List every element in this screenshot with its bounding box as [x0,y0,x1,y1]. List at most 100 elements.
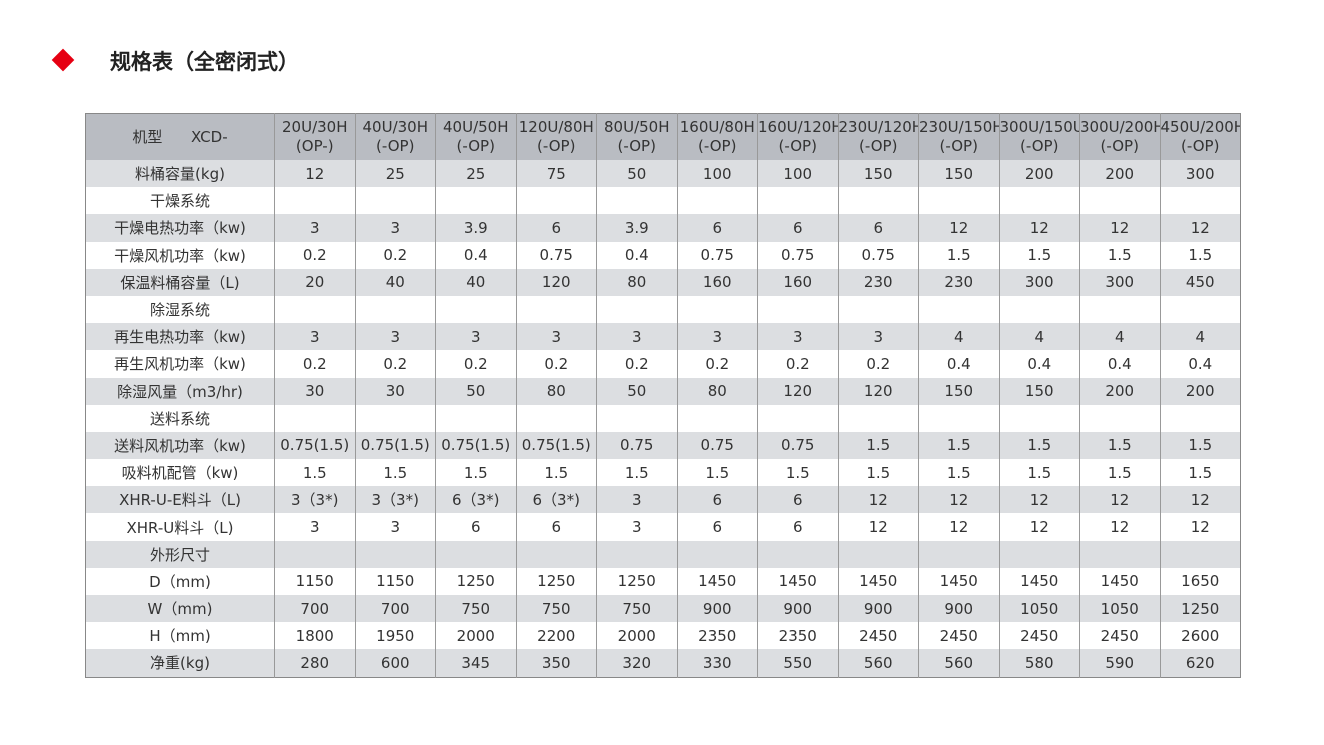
value-text: 0.75(1.5) [441,436,511,455]
value-text: 12 [1190,490,1210,509]
model: 120U/80H [518,118,594,136]
value-cell: 450 [1159,268,1241,296]
value-text: 0.2 [785,354,810,373]
value-cell: 1150 [274,567,355,595]
value-cell: 580 [998,649,1080,678]
value-text: 12 [305,164,325,183]
value-text: 750 [541,599,571,618]
value-text: 750 [461,599,491,618]
value-text: 1450 [859,572,898,591]
value-cell: 25 [435,160,516,188]
value-text: 620 [1185,653,1215,672]
value-text: 120 [783,382,813,401]
value-cell [918,187,999,215]
value-cell: 1.5 [757,459,838,487]
value-text: 3.9 [624,218,649,237]
value-cell [354,187,436,215]
value-cell: 0.75 [515,241,597,269]
value-cell: 0.2 [757,350,838,378]
value-cell: 0.4 [435,241,516,269]
value-text: 4 [953,327,964,346]
value-text: 1.5 [624,463,649,482]
value-cell: 1.5 [274,459,355,487]
value-cell: 3 [354,323,436,351]
value-text: 320 [622,653,652,672]
value-text: 0.2 [705,354,730,373]
value-text: 4 [1034,327,1045,346]
value-cell: 0.2 [676,350,758,378]
suffix: (-OP) [376,137,415,155]
value-text: 25 [466,164,486,183]
value-text: 1050 [1100,599,1139,618]
value-text: 900 [783,599,813,618]
value-text: 3 [390,218,401,237]
value-text: 12 [1029,490,1049,509]
value-cell [676,540,758,568]
value-text: 0.2 [383,246,408,265]
value-cell: 0.2 [274,350,355,378]
data-row: 净重(kg) 280 600 345 350 320 330 550 560 560 580 590 6… [85,649,1241,678]
row-label: 送料风机功率（kw) [85,431,275,460]
value-cell: 12 [1079,513,1160,541]
value-cell: 6（3*) [435,486,516,514]
value-cell [918,404,999,432]
label-text: 净重(kg) [150,654,210,673]
value-text: 1.5 [463,463,488,482]
value-cell: 1050 [998,595,1080,623]
value-text: 1.5 [1027,436,1052,455]
value-cell [596,295,677,324]
row-label: XHR-U料斗（L) [86,513,275,540]
row-label: 干燥系统 [86,187,275,214]
value-text: 560 [863,653,893,672]
value-cell: 12 [1159,214,1241,242]
value-text: 20 [305,273,325,292]
value-cell: 25 [354,160,436,188]
value-cell: 150 [998,377,1080,405]
value-cell: 3 [757,323,838,351]
value-cell: 12 [918,486,999,514]
value-text: 350 [541,653,571,672]
model: 40U/50H [443,118,509,136]
value-cell: 6 [757,214,838,242]
value-text: 12 [1190,218,1210,237]
value-cell: 0.2 [837,350,919,378]
value-cell [1159,295,1241,324]
section-row: 干燥系统 [86,187,1241,215]
value-text: 40 [466,273,486,292]
value-text: 1450 [939,572,978,591]
value-cell: 1450 [676,567,758,595]
value-cell: 1.5 [998,459,1080,487]
value-text: 700 [380,599,410,618]
value-text: 1250 [617,572,656,591]
value-text: 1050 [1020,599,1059,618]
value-cell [274,404,355,432]
value-cell: 0.4 [998,350,1080,378]
value-text: 6 [551,218,562,237]
value-cell: 3 [515,323,597,351]
value-cell: 6 [676,513,758,541]
value-cell: 0.2 [435,350,516,378]
data-row: D（mm) 1150 1150 1250 1250 1250 1450 1450 1450 145… [86,567,1241,595]
value-cell: 3 [596,513,677,541]
value-cell: 120 [837,377,919,405]
value-cell: 1050 [1079,595,1160,623]
value-text: 345 [461,653,491,672]
value-cell: 1250 [515,567,597,595]
value-cell [596,540,677,568]
value-cell: 1650 [1159,567,1241,595]
value-cell: 560 [918,649,999,678]
value-text: 160 [783,273,813,292]
value-cell [918,295,999,324]
value-cell [676,404,758,432]
value-text: 3（3*) [371,491,419,510]
row-label: 外形尺寸 [85,540,275,568]
value-text: 1.5 [705,463,730,482]
row-label: D（mm) [86,568,275,595]
column-header: 20U/30H (OP-) [274,113,355,160]
data-row: XHR-U料斗（L) 3 3 6 6 3 6 6 12 12 12 12 12 [86,513,1241,541]
value-text: 0.75 [781,436,815,455]
value-cell: 0.75 [676,241,758,269]
value-cell: 200 [1079,377,1160,405]
corner-cell: 机型 XCD- [85,113,275,160]
value-cell: 80 [676,377,758,405]
